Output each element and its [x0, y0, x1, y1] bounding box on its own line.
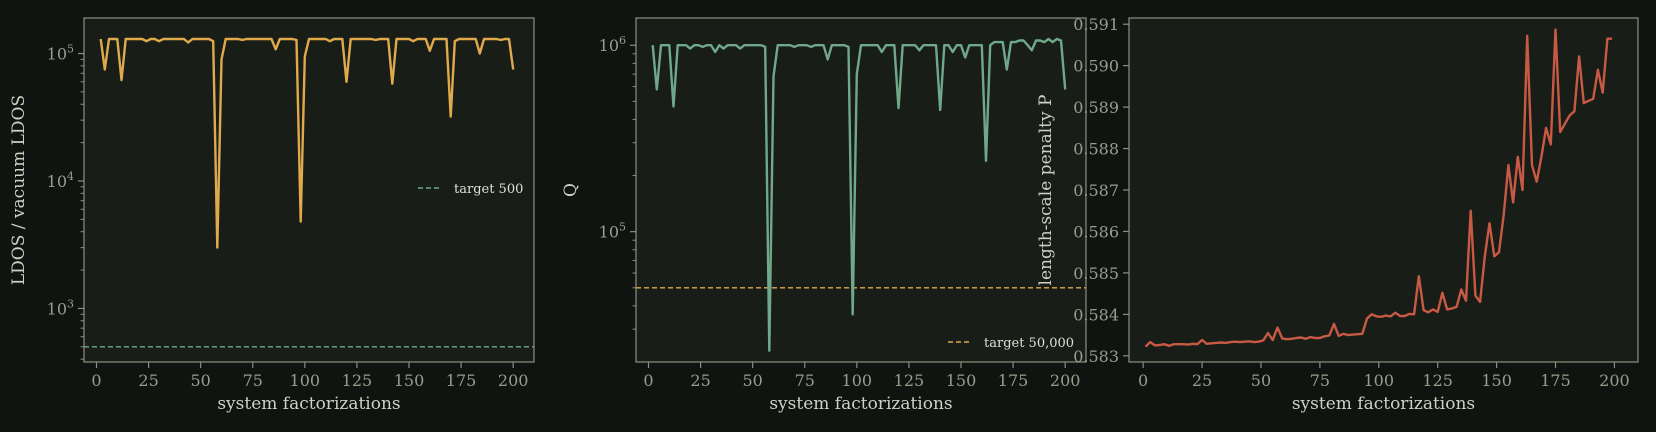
x-ticks: 0 25 50 75 100 125 150 175 200 — [643, 362, 1080, 390]
legend-label: target 500 — [454, 182, 523, 197]
plot-frame — [1128, 17, 1639, 363]
y-tick-label: 0.589 — [1073, 98, 1119, 117]
x-tick-label: 125 — [342, 371, 373, 390]
x-axis-label: system factorizations — [769, 394, 952, 414]
series-line — [1144, 28, 1613, 348]
y-tick-label: 103 — [47, 297, 74, 318]
x-tick-label: 50 — [190, 371, 210, 390]
x-ticks: 0 25 50 75 100 125 150 175 200 — [1138, 362, 1630, 390]
legend: target 50,000 — [948, 336, 1074, 351]
y-ticks: 0.583 0.584 0.585 0.586 0.587 0.588 0.589 0.590… — [1073, 15, 1129, 366]
x-tick-label: 100 — [290, 371, 321, 390]
y-tick-label: 0.590 — [1073, 57, 1119, 76]
x-ticks: 0 25 50 75 100 125 150 175 200 — [91, 362, 528, 390]
x-tick-label: 25 — [1192, 371, 1212, 390]
y-tick-label: 105 — [599, 221, 626, 242]
plot-frame — [635, 17, 1087, 363]
y-ticks: 103 104 105 — [47, 43, 84, 360]
series-line — [99, 37, 515, 249]
plot-area — [636, 18, 1086, 362]
x-tick-label: 125 — [894, 371, 925, 390]
x-tick-label: 75 — [1310, 371, 1330, 390]
y-ticks: 105 106 — [599, 34, 636, 330]
y-tick-label: 0.585 — [1073, 264, 1119, 283]
plot-frame — [83, 17, 535, 363]
chart-ldos: 0 25 50 75 100 125 150 175 200 103 104 105 target … — [9, 17, 535, 414]
y-tick-label: 104 — [47, 170, 74, 191]
y-tick-label: 0.583 — [1073, 347, 1119, 366]
x-tick-label: 150 — [1481, 371, 1512, 390]
x-tick-label: 200 — [1599, 371, 1630, 390]
y-tick-label: 0.584 — [1073, 305, 1119, 324]
x-tick-label: 50 — [1251, 371, 1271, 390]
x-axis-label: system factorizations — [1292, 394, 1475, 414]
y-axis-label: LDOS / vacuum LDOS — [9, 95, 29, 285]
x-tick-label: 200 — [498, 371, 529, 390]
x-tick-label: 175 — [998, 371, 1029, 390]
y-tick-label: 0.588 — [1073, 140, 1119, 159]
x-tick-label: 75 — [243, 371, 263, 390]
y-axis-label: length-scale penalty P — [1036, 95, 1056, 286]
chart-penalty: 0 25 50 75 100 125 150 175 200 0.5830.5840.5850.… — [1036, 15, 1639, 414]
y-axis-label: Q — [561, 183, 581, 197]
data-series — [99, 37, 515, 249]
y-tick-label: 0.586 — [1073, 222, 1119, 241]
data-series — [1144, 28, 1613, 348]
y-tick-label: 105 — [47, 43, 74, 64]
x-tick-label: 175 — [446, 371, 477, 390]
plot-area — [1129, 18, 1638, 362]
legend-label: target 50,000 — [984, 336, 1074, 351]
series-line — [651, 37, 1067, 352]
x-tick-label: 50 — [742, 371, 762, 390]
x-tick-label: 100 — [1364, 371, 1395, 390]
y-tick-label: 0.587 — [1073, 181, 1119, 200]
x-tick-label: 25 — [138, 371, 158, 390]
x-tick-label: 75 — [795, 371, 815, 390]
x-tick-label: 0 — [1138, 371, 1148, 390]
chart-q: 0 25 50 75 100 125 150 175 200 105 106 target 50,… — [561, 17, 1087, 414]
x-tick-label: 125 — [1422, 371, 1453, 390]
x-tick-label: 150 — [946, 371, 977, 390]
y-tick-label: 106 — [599, 34, 626, 55]
x-tick-label: 0 — [643, 371, 653, 390]
x-tick-label: 100 — [842, 371, 873, 390]
x-tick-label: 150 — [394, 371, 425, 390]
x-axis-label: system factorizations — [217, 394, 400, 414]
data-series — [651, 37, 1067, 352]
plot-area — [84, 18, 534, 362]
x-tick-label: 25 — [690, 371, 710, 390]
y-tick-label: 0.591 — [1073, 15, 1119, 34]
x-tick-label: 0 — [91, 371, 101, 390]
x-tick-label: 175 — [1540, 371, 1571, 390]
x-tick-label: 200 — [1050, 371, 1081, 390]
legend: target 500 — [418, 182, 523, 197]
